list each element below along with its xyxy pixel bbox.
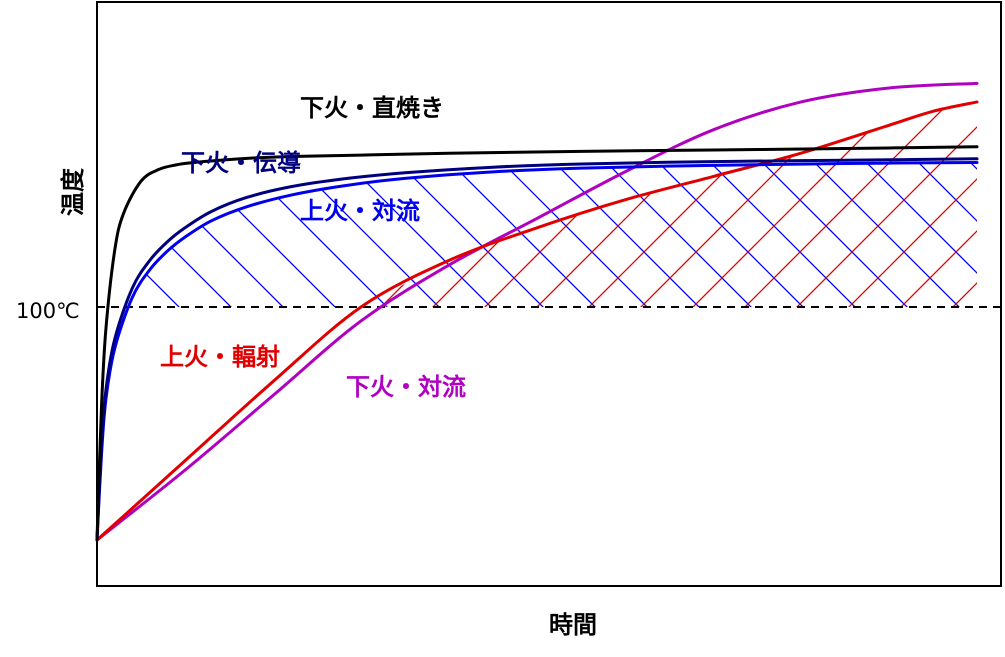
red-hatch-line: [0, 0, 168, 657]
red-hatch-line: [391, 101, 977, 308]
label-bottom-convection: 下火・対流: [346, 373, 466, 401]
series-layer: [95, 81, 979, 542]
blue-hatch-line: [131, 162, 793, 307]
plot-frame: [96, 1, 1002, 587]
blue-hatch-line: [130, 162, 221, 307]
red-hatch-line: [599, 101, 977, 308]
red-hatch-line: [361, 101, 793, 308]
blue-hatch-line: [130, 162, 273, 307]
red-hatch-line: [495, 101, 977, 308]
red-hatch-line: [361, 101, 845, 308]
label-top-convection: 上火・対流: [300, 197, 420, 225]
red-hatch-line: [859, 101, 977, 308]
blue-hatch-line: [130, 162, 169, 307]
red-hatch-line: [547, 101, 977, 308]
blue-hatch-line: [703, 162, 977, 307]
blue-hatch-line: [807, 162, 977, 307]
blue-hatch-line: [0, 0, 12, 657]
blue-hatch-line: [183, 162, 845, 307]
red-hatch-line: [755, 101, 977, 308]
red-hatch-line: [963, 101, 977, 308]
red-hatch-line: [651, 101, 977, 308]
red-hatch-line: [807, 101, 977, 308]
red-hatch-line: [703, 101, 977, 308]
blue-hatch-line: [859, 162, 977, 307]
red-hatch-line: [361, 101, 585, 308]
blue-hatch-line: [0, 0, 64, 657]
series-line-bottom-conduction: [95, 157, 979, 542]
blue-hatch-line: [547, 162, 977, 307]
y-tick-100c: 100℃: [16, 299, 80, 323]
blue-hatch-line: [651, 162, 977, 307]
red-hatch-line: [0, 0, 220, 657]
series-line-top-radiation: [95, 100, 979, 542]
blue-hatch-line: [963, 162, 977, 307]
series-line-bottom-direct: [95, 145, 979, 542]
blue-hatch-line: [911, 162, 977, 307]
red-hatch-line: [0, 0, 116, 657]
blue-hatch-line: [443, 162, 977, 307]
blue-hatch-line: [130, 162, 585, 307]
label-top-radiation: 上火・輻射: [160, 343, 280, 371]
red-hatch-line: [0, 0, 272, 657]
label-bottom-direct: 下火・直焼き: [300, 94, 444, 122]
blue-hatch-line: [755, 162, 977, 307]
red-hatch-line: [443, 101, 977, 308]
blue-hatch-line: [391, 162, 977, 307]
blue-hatch-line: [599, 162, 977, 307]
blue-hatch-line: [130, 162, 325, 307]
red-hatch-line: [911, 101, 977, 308]
blue-hatch-line: [495, 162, 977, 307]
label-bottom-conduction: 下火・伝導: [181, 149, 301, 177]
red-hatch-line: [0, 0, 12, 657]
x-axis-label: 時間: [549, 611, 597, 639]
red-hatch-line: [0, 0, 64, 657]
series-line-top-convection: [95, 161, 979, 542]
blue-hatch-line: [130, 162, 533, 307]
series-line-bottom-convection: [95, 81, 979, 542]
blue-hatch-line: [0, 0, 116, 657]
y-axis-label: 温度: [59, 167, 87, 216]
red-hatch-line: [0, 0, 324, 657]
red-hatch-line: [361, 101, 533, 308]
